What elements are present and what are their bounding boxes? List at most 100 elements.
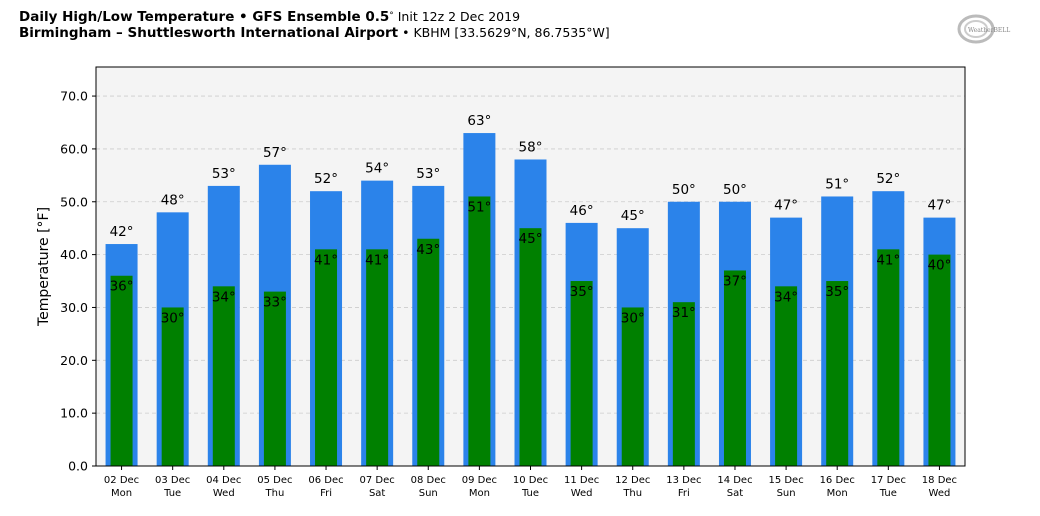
bar-low	[775, 286, 798, 466]
x-tick-label: 15 Dec	[768, 475, 803, 486]
svg-text:WeatherBELL: WeatherBELL	[968, 27, 1010, 34]
data-label-high: 45°	[621, 208, 645, 224]
data-label-high: 52°	[876, 171, 900, 187]
bar-low	[263, 291, 286, 466]
x-tick-label: 13 Dec	[666, 475, 701, 486]
x-tick-label: 02 Dec	[104, 475, 139, 486]
data-label-low: 37°	[723, 273, 747, 289]
bar-low	[161, 307, 184, 466]
data-label-low: 43°	[416, 242, 440, 258]
data-label-low: 41°	[876, 252, 900, 268]
bar-low	[417, 238, 440, 466]
x-tick-label: 04 Dec	[206, 475, 241, 486]
title-line-2: Birmingham – Shuttlesworth International…	[19, 25, 610, 41]
data-label-high: 54°	[365, 161, 389, 177]
x-tick-weekday: Fri	[678, 488, 690, 499]
bar-low	[519, 228, 542, 466]
x-tick-weekday: Thu	[265, 488, 285, 499]
data-label-low: 34°	[212, 289, 236, 305]
bar-low	[110, 275, 133, 466]
x-tick-weekday: Tue	[521, 488, 539, 499]
y-tick-label: 50.0	[60, 194, 88, 209]
bar-low	[877, 249, 900, 466]
x-tick-weekday: Sun	[419, 488, 438, 499]
data-label-low: 33°	[263, 295, 287, 311]
x-tick-label: 03 Dec	[155, 475, 190, 486]
bar-low	[366, 249, 389, 466]
data-label-low: 35°	[570, 284, 594, 300]
x-tick-weekday: Tue	[879, 488, 897, 499]
y-tick-label: 30.0	[60, 300, 88, 315]
x-tick-label: 07 Dec	[360, 475, 395, 486]
data-label-high: 47°	[774, 198, 798, 214]
data-label-high: 57°	[263, 145, 287, 161]
data-label-low: 35°	[825, 284, 849, 300]
data-label-low: 41°	[365, 252, 389, 268]
title-line-1: Daily High/Low Temperature • GFS Ensembl…	[19, 9, 521, 25]
x-tick-label: 09 Dec	[462, 475, 497, 486]
x-tick-label: 12 Dec	[615, 475, 650, 486]
x-tick-weekday: Mon	[469, 488, 490, 499]
x-tick-weekday: Wed	[213, 488, 235, 499]
x-tick-weekday: Mon	[827, 488, 848, 499]
x-tick-label: 11 Dec	[564, 475, 599, 486]
data-label-high: 50°	[723, 182, 747, 198]
x-tick-weekday: Wed	[571, 488, 593, 499]
y-tick-label: 60.0	[60, 141, 88, 156]
data-label-high: 53°	[212, 166, 236, 182]
x-tick-label: 17 Dec	[871, 475, 906, 486]
weatherbell-logo: WeatherBELL	[956, 12, 1020, 46]
data-label-low: 30°	[621, 310, 645, 326]
data-label-high: 58°	[519, 139, 543, 155]
data-label-high: 53°	[416, 166, 440, 182]
bar-low	[212, 286, 235, 466]
bar-low	[315, 249, 338, 466]
plot-frame	[95, 66, 966, 467]
bar-low	[570, 281, 593, 466]
data-label-high: 63°	[467, 113, 491, 129]
y-tick-label: 70.0	[60, 89, 88, 104]
x-tick-weekday: Sat	[369, 488, 385, 499]
x-tick-weekday: Fri	[320, 488, 332, 499]
x-tick-label: 10 Dec	[513, 475, 548, 486]
x-tick-weekday: Tue	[163, 488, 181, 499]
data-label-high: 46°	[570, 203, 594, 219]
bar-low	[621, 307, 644, 466]
x-tick-label: 14 Dec	[717, 475, 752, 486]
data-label-low: 34°	[774, 289, 798, 305]
x-tick-weekday: Wed	[929, 488, 951, 499]
chart-header: Daily High/Low Temperature • GFS Ensembl…	[19, 9, 610, 41]
data-label-low: 45°	[519, 231, 543, 247]
data-label-high: 47°	[927, 198, 951, 214]
data-label-high: 42°	[110, 224, 134, 240]
data-label-low: 31°	[672, 305, 696, 321]
data-label-high: 51°	[825, 176, 849, 192]
bar-low	[826, 281, 849, 466]
x-tick-weekday: Thu	[622, 488, 642, 499]
x-tick-label: 16 Dec	[820, 475, 855, 486]
y-tick-label: 40.0	[60, 247, 88, 262]
data-label-low: 30°	[161, 310, 185, 326]
bar-low	[672, 302, 695, 466]
bar-low	[468, 196, 491, 467]
bar-low	[928, 254, 951, 466]
y-tick-label: 20.0	[60, 353, 88, 368]
x-tick-label: 18 Dec	[922, 475, 957, 486]
y-tick-label: 0.0	[68, 459, 88, 474]
data-label-low: 41°	[314, 252, 338, 268]
data-label-low: 51°	[467, 199, 491, 215]
data-label-high: 52°	[314, 171, 338, 187]
x-tick-label: 05 Dec	[257, 475, 292, 486]
x-tick-weekday: Sun	[777, 488, 796, 499]
y-tick-label: 10.0	[60, 406, 88, 421]
bar-low	[723, 270, 746, 466]
y-axis-label: Temperature [°F]	[36, 207, 52, 327]
x-tick-label: 08 Dec	[411, 475, 446, 486]
x-tick-weekday: Sat	[727, 488, 743, 499]
x-tick-weekday: Mon	[111, 488, 132, 499]
data-label-low: 40°	[927, 258, 951, 274]
data-label-high: 50°	[672, 182, 696, 198]
x-tick-label: 06 Dec	[308, 475, 343, 486]
data-label-low: 36°	[110, 279, 134, 295]
